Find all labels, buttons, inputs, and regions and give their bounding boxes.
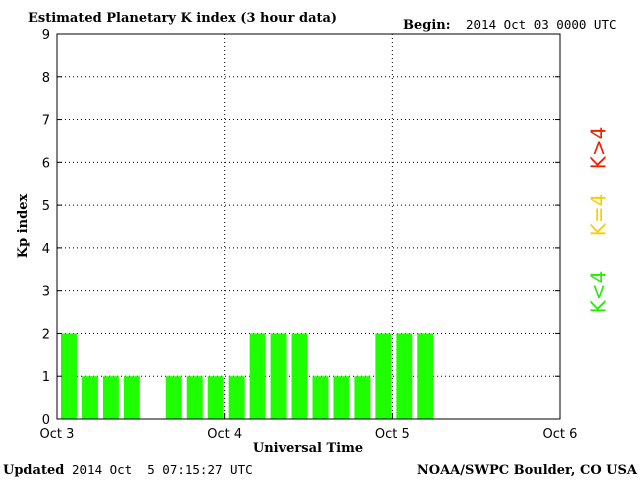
x-tick-label: Oct 4 bbox=[207, 427, 242, 442]
x-tick-label: Oct 3 bbox=[40, 427, 75, 442]
y-tick-label: 0 bbox=[42, 413, 50, 428]
y-tick-label: 7 bbox=[42, 114, 50, 129]
x-tick-label: Oct 5 bbox=[375, 427, 410, 442]
kp-bar bbox=[228, 376, 245, 419]
updated-label: Updated bbox=[3, 463, 64, 478]
kp-bar bbox=[165, 376, 182, 419]
plot-frame bbox=[56, 33, 561, 420]
kp-bar bbox=[61, 333, 77, 419]
kp-bar bbox=[312, 376, 329, 419]
y-axis-label: Kp index bbox=[16, 194, 31, 259]
kp-bar bbox=[81, 376, 98, 419]
begin-label: Begin: bbox=[403, 18, 451, 33]
kp-bar bbox=[186, 376, 203, 419]
kp-bar bbox=[333, 376, 350, 419]
kp-bar bbox=[354, 376, 371, 419]
kp-bar bbox=[270, 333, 287, 419]
x-axis-ticks: Oct 3 Oct 4 Oct 5 Oct 6 bbox=[40, 413, 578, 442]
credit-text: NOAA/SWPC Boulder, CO USA bbox=[417, 463, 638, 478]
kp-bar bbox=[102, 376, 119, 419]
y-tick-label: 3 bbox=[42, 285, 50, 300]
begin-value: 2014 Oct 03 0000 UTC bbox=[466, 17, 617, 32]
grid-lines bbox=[57, 33, 560, 419]
y-tick-label: 5 bbox=[42, 199, 50, 214]
y-axis-ticks: 0 1 2 3 4 5 6 7 8 9 bbox=[42, 28, 560, 428]
kp-bar bbox=[417, 333, 434, 419]
y-tick-label: 4 bbox=[42, 242, 50, 257]
kp-bar bbox=[123, 376, 140, 419]
x-axis-label: Universal Time bbox=[253, 441, 363, 456]
y-tick-label: 6 bbox=[42, 156, 50, 171]
chart-title: Estimated Planetary K index (3 hour data… bbox=[28, 11, 337, 26]
kp-bar bbox=[375, 333, 392, 419]
y-tick-label: 8 bbox=[42, 71, 50, 86]
kp-bar bbox=[207, 376, 224, 419]
legend-item: K=4 bbox=[587, 194, 611, 237]
legend-item: K<4 bbox=[587, 271, 611, 314]
y-tick-label: 2 bbox=[42, 327, 50, 342]
bars bbox=[61, 333, 434, 419]
x-tick-label: Oct 6 bbox=[543, 427, 578, 442]
kp-bar bbox=[291, 333, 308, 419]
kp-bar bbox=[249, 333, 266, 419]
y-tick-label: 9 bbox=[42, 28, 50, 43]
updated-value: 2014 Oct 5 07:15:27 UTC bbox=[72, 462, 253, 477]
legend-item: K>4 bbox=[587, 127, 611, 170]
y-tick-label: 1 bbox=[42, 370, 50, 385]
legend: K<4 K=4 K>4 bbox=[587, 127, 611, 314]
kp-bar bbox=[396, 333, 413, 419]
